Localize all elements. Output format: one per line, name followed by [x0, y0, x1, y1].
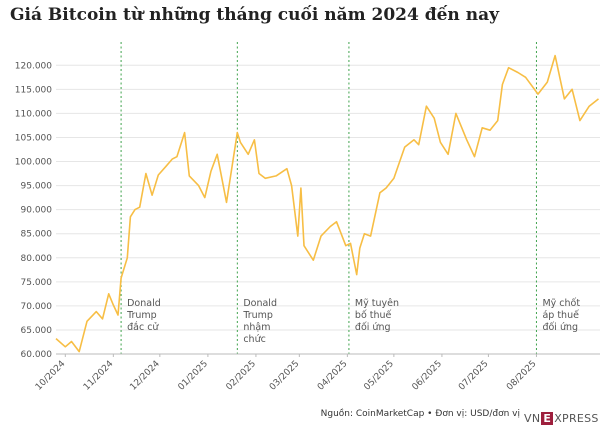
event-label: Trump [242, 310, 273, 321]
y-tick-label: 65.000 [21, 326, 53, 336]
vnexpress-logo: VN E XPRESS [524, 410, 599, 426]
event-label: nhậm [243, 322, 270, 333]
y-axis-ticks: 60.000 65.000 70.000 75.000 80.000 85.000 90.0… [15, 61, 52, 360]
chart-title: Giá Bitcoin từ những tháng cuối năm 2024… [10, 5, 499, 25]
y-tick-label: 85.000 [21, 230, 53, 240]
y-tick-label: 75.000 [21, 278, 53, 288]
y-tick-label: 100.000 [15, 158, 52, 168]
event-label: đối ứng [542, 322, 578, 333]
x-tick-label: 03/2025 [268, 359, 302, 393]
x-tick-label: 06/2025 [411, 359, 445, 393]
y-tick-label: 60.000 [21, 350, 53, 360]
x-tick-label: 02/2025 [225, 359, 259, 393]
y-tick-label: 70.000 [21, 302, 53, 312]
y-tick-label: 105.000 [15, 133, 52, 143]
y-tick-label: 115.000 [15, 85, 52, 95]
event-label: Donald [127, 298, 161, 309]
x-tick-label: 11/2024 [82, 359, 116, 393]
event-label: chức [243, 334, 265, 345]
series-line [55, 54, 599, 353]
x-tick-label: 08/2025 [505, 359, 539, 393]
x-tick-label: 04/2025 [316, 359, 350, 393]
source-note: Nguồn: CoinMarketCap • Đơn vị: USD/đơn v… [320, 409, 520, 419]
event-label: áp thuế [542, 310, 579, 321]
event-label: Trump [126, 310, 157, 321]
x-tick-label: 05/2025 [362, 359, 396, 393]
event-label: đối ứng [355, 322, 391, 333]
event-label: Mỹ chốt [542, 298, 580, 309]
event-markers [120, 42, 537, 354]
event-label: Mỹ tuyên [355, 298, 399, 309]
event-label: bố thuế [355, 310, 392, 321]
grid-lines [56, 64, 600, 355]
event-label: Donald [243, 298, 277, 309]
y-tick-label: 110.000 [15, 109, 52, 119]
x-tick-label: 01/2025 [176, 359, 210, 393]
x-tick-label: 10/2024 [34, 359, 68, 393]
logo-text-pre: VN [524, 411, 541, 425]
logo-text-post: XPRESS [554, 411, 599, 425]
series-group [55, 54, 599, 353]
x-tick-label: 12/2024 [128, 359, 162, 393]
y-tick-label: 80.000 [21, 254, 53, 264]
y-tick-label: 90.000 [21, 206, 53, 216]
y-tick-label: 95.000 [21, 182, 53, 192]
y-tick-label: 120.000 [15, 61, 52, 71]
x-axis: 10/2024 11/2024 12/2024 01/2025 02/2025 03/20… [34, 353, 600, 393]
event-label: đắc cử [127, 322, 159, 333]
x-tick-label: 07/2025 [457, 359, 491, 393]
logo-mark: E [541, 411, 554, 425]
